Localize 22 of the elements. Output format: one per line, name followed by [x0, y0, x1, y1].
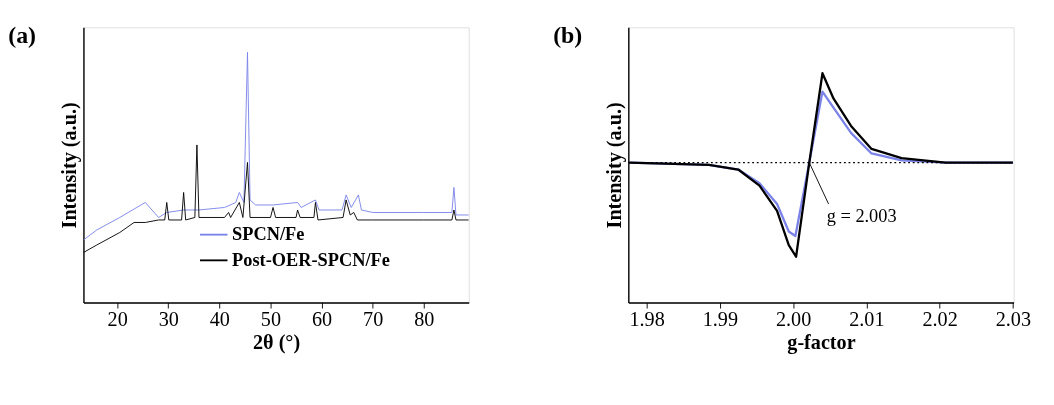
- legend-label: SPCN/Fe: [232, 224, 305, 245]
- x-axis-title: 2θ (°): [252, 330, 301, 354]
- x-axis-title: g-factor: [787, 330, 856, 354]
- legend-label: Post-OER-SPCN/Fe: [232, 249, 390, 270]
- x-tick-label: 2.01: [849, 307, 885, 330]
- x-tick-label: 40: [209, 307, 230, 330]
- x-tick-label: 20: [107, 307, 128, 330]
- annotation: g = 2.003: [826, 206, 897, 227]
- x-tick-label: 30: [158, 307, 179, 330]
- x-tick-label: 1.98: [629, 307, 665, 330]
- x-tick-label: 50: [260, 307, 282, 330]
- x-tick-label: 2.00: [775, 307, 812, 330]
- x-tick-label: 2.02: [922, 307, 958, 330]
- y-axis-title: Intensity (a.u.): [602, 102, 626, 229]
- x-tick-label: 2.03: [995, 307, 1032, 330]
- x-tick-label: 1.99: [702, 307, 739, 330]
- chart-title: (b): [553, 21, 583, 48]
- x-tick-label: 70: [363, 307, 384, 330]
- x-tick-label: 60: [311, 307, 333, 330]
- x-tick-label: 80: [414, 307, 435, 330]
- chart-title: (a): [8, 21, 37, 48]
- y-axis-title: Intensity (a.u.): [57, 102, 81, 229]
